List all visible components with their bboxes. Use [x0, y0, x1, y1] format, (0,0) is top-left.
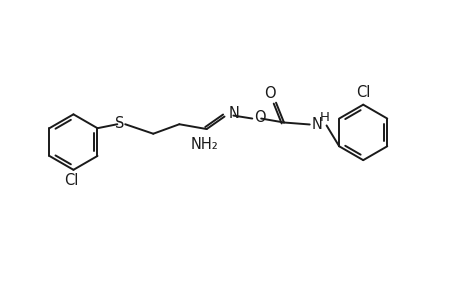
- Text: NH₂: NH₂: [190, 137, 218, 152]
- Text: Cl: Cl: [355, 85, 369, 100]
- Text: N: N: [228, 106, 239, 121]
- Text: O: O: [264, 86, 275, 101]
- Text: Cl: Cl: [64, 173, 78, 188]
- Text: S: S: [114, 116, 124, 131]
- Text: O: O: [254, 110, 265, 125]
- Text: N: N: [311, 117, 322, 132]
- Text: H: H: [319, 111, 329, 124]
